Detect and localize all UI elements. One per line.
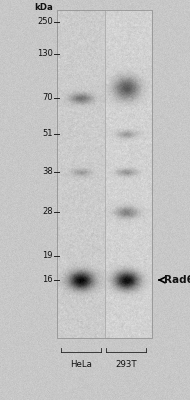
Bar xyxy=(57,10,152,338)
Text: 16: 16 xyxy=(42,276,53,284)
Text: 51: 51 xyxy=(43,130,53,138)
Text: 293T: 293T xyxy=(116,360,137,369)
Text: 19: 19 xyxy=(43,252,53,260)
Text: 28: 28 xyxy=(42,208,53,216)
Text: 38: 38 xyxy=(42,168,53,176)
Text: Rad6: Rad6 xyxy=(165,275,190,285)
Text: kDa: kDa xyxy=(34,3,53,12)
Text: 250: 250 xyxy=(37,18,53,26)
Text: HeLa: HeLa xyxy=(70,360,92,369)
Text: 70: 70 xyxy=(42,94,53,102)
Text: 130: 130 xyxy=(37,50,53,58)
